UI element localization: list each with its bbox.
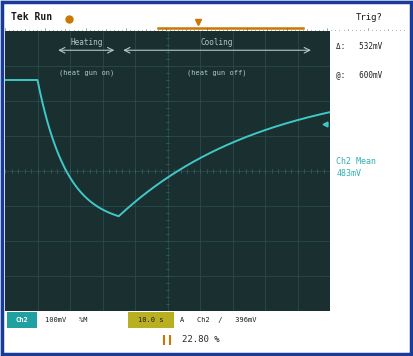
Text: Trig?: Trig? [356,13,382,22]
Text: Tek Run: Tek Run [11,12,52,22]
Text: 10.0 s: 10.0 s [138,317,164,323]
FancyBboxPatch shape [2,2,411,354]
Text: Cooling: Cooling [201,38,233,47]
Text: A   Ch2  /   396mV: A Ch2 / 396mV [180,317,257,323]
Text: Δ:   532mV: Δ: 532mV [336,42,382,51]
Text: Ch2: Ch2 [16,317,28,323]
Text: Heating: Heating [70,38,102,47]
FancyBboxPatch shape [128,313,174,328]
Text: (heat gun on): (heat gun on) [59,69,114,76]
Text: 22.80 %: 22.80 % [182,335,220,345]
Text: @:   600mV: @: 600mV [336,70,382,79]
Text: Ch2 Mean
483mV: Ch2 Mean 483mV [336,157,376,178]
FancyBboxPatch shape [7,313,37,328]
Text: 100mV   %M: 100mV %M [45,317,88,323]
Text: (heat gun off): (heat gun off) [188,69,247,76]
